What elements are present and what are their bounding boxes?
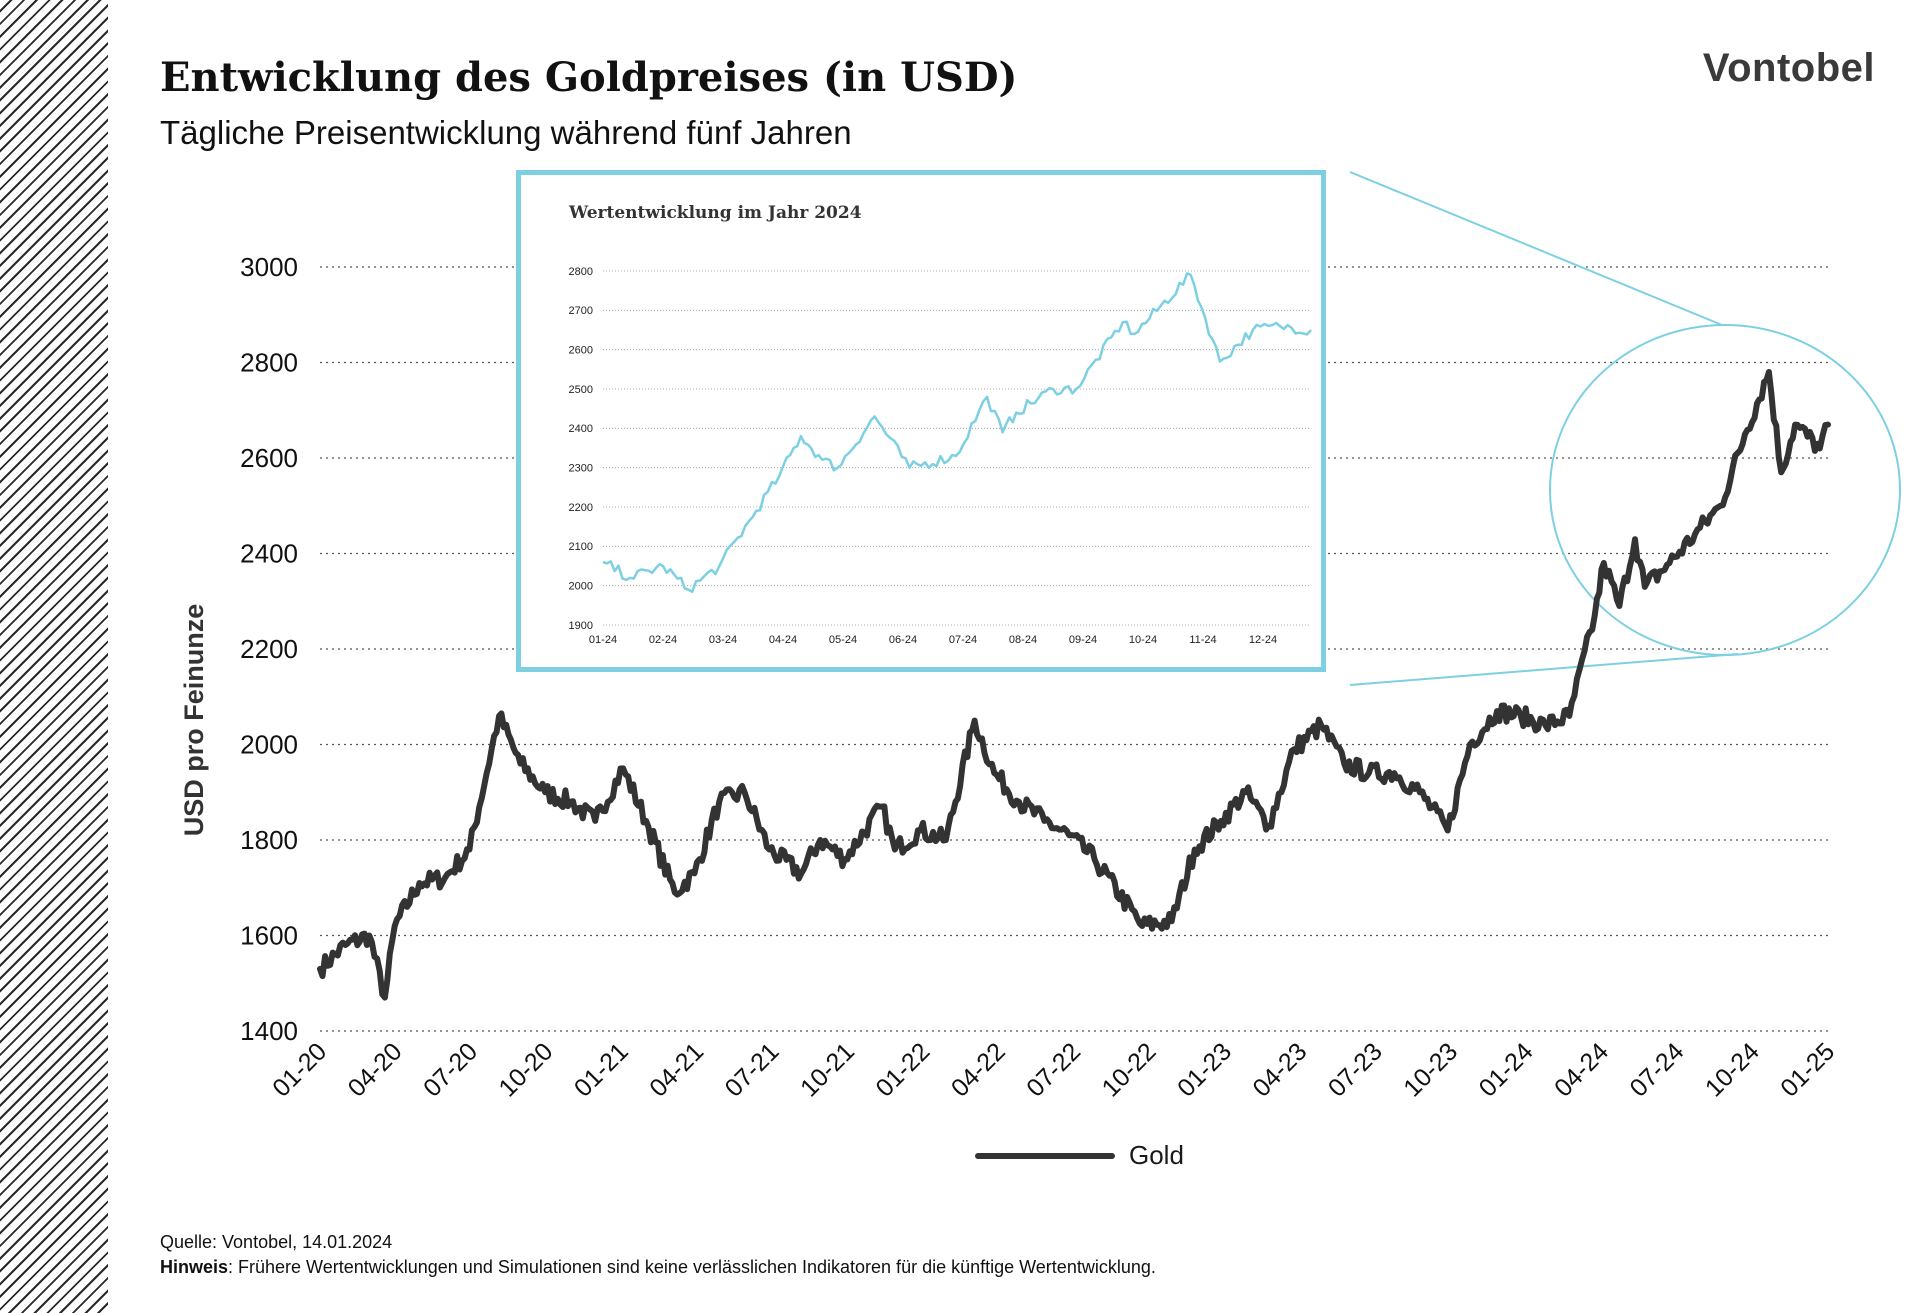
page-subtitle: Tägliche Preisentwicklung während fünf J… <box>160 114 852 151</box>
zoom-ellipse <box>1549 324 1901 656</box>
x-tick-label: 04-20 <box>343 1037 408 1102</box>
x-tick-label: 01-21 <box>569 1037 634 1102</box>
y-tick-label: 2400 <box>569 423 593 435</box>
inset-title: Wertentwicklung im Jahr 2024 <box>569 203 862 223</box>
x-tick-label: 04-21 <box>644 1037 709 1102</box>
y-tick-label: 2800 <box>569 266 593 278</box>
x-tick-label: 07-23 <box>1323 1037 1388 1102</box>
x-tick-label: 07-22 <box>1021 1037 1086 1102</box>
gold-series-line <box>317 369 1831 1001</box>
y-tick-label: 2400 <box>240 539 298 569</box>
y-tick-label: 2200 <box>240 634 298 664</box>
x-tick-label: 04-23 <box>1247 1037 1312 1102</box>
y-tick-label: 1400 <box>240 1016 298 1046</box>
x-tick-label: 04-24 <box>1549 1037 1614 1102</box>
zoom-line-bottom <box>1349 653 1739 686</box>
inset-chart: 1900 2000 2100 2200 2300 2400 2500 2600 2700 2800… <box>569 266 1312 646</box>
y-tick-label: 1800 <box>240 825 298 855</box>
main-y-tick-labels: 1400 1600 1800 2000 2200 2400 2600 2800 3000 <box>240 252 298 1046</box>
page-title: Entwicklung des Goldpreises (in USD) <box>160 54 1018 101</box>
x-tick-label: 09-24 <box>1069 634 1097 646</box>
y-axis-label: USD pro Feinunze <box>179 604 209 837</box>
y-tick-label: 3000 <box>240 252 298 282</box>
y-tick-label: 2600 <box>569 345 593 357</box>
inset-series-line <box>602 272 1312 594</box>
x-tick-label: 02-24 <box>649 634 677 646</box>
x-tick-label: 07-20 <box>418 1037 483 1102</box>
x-tick-label: 08-24 <box>1009 634 1037 646</box>
legend-label: Gold <box>1129 1140 1184 1170</box>
x-tick-label: 07-24 <box>1624 1037 1689 1102</box>
main-x-tick-labels: 01-20 04-20 07-20 10-20 01-21 04-21 07-21 10-21… <box>267 1037 1840 1102</box>
x-tick-label: 12-24 <box>1249 634 1277 646</box>
y-tick-label: 2500 <box>569 384 593 396</box>
y-tick-label: 2800 <box>240 348 298 378</box>
x-tick-label: 10-22 <box>1097 1037 1162 1102</box>
x-tick-label: 01-24 <box>589 634 617 646</box>
y-tick-label: 2300 <box>569 463 593 475</box>
y-tick-label: 2000 <box>569 581 593 593</box>
x-tick-label: 04-22 <box>946 1037 1011 1102</box>
zoom-line-top <box>1349 171 1723 326</box>
x-tick-label: 07-21 <box>720 1037 785 1102</box>
y-tick-label: 2000 <box>240 730 298 760</box>
zoom-connector <box>1349 171 1901 686</box>
disclaimer-text: : Frühere Wertentwicklungen und Simulati… <box>228 1257 1156 1277</box>
x-tick-label: 10-21 <box>795 1037 860 1102</box>
x-tick-label: 04-24 <box>769 634 797 646</box>
disclaimer: Hinweis: Frühere Wertentwicklungen und S… <box>160 1257 1156 1278</box>
source-note: Quelle: Vontobel, 14.01.2024 <box>160 1232 393 1252</box>
brand-logo: Vontobel <box>1702 46 1875 90</box>
x-tick-label: 01-23 <box>1172 1037 1237 1102</box>
legend: Gold <box>975 1140 1184 1171</box>
y-tick-label: 2200 <box>569 502 593 514</box>
x-tick-label: 10-24 <box>1129 634 1157 646</box>
x-tick-label: 11-24 <box>1189 634 1216 646</box>
x-tick-label: 01-20 <box>267 1037 332 1102</box>
inset-y-tick-labels: 1900 2000 2100 2200 2300 2400 2500 2600 2700 2800 <box>569 266 593 632</box>
x-tick-label: 10-20 <box>493 1037 558 1102</box>
disclaimer-label: Hinweis <box>160 1257 229 1277</box>
y-tick-label: 2600 <box>240 443 298 473</box>
y-tick-label: 2100 <box>569 541 593 553</box>
hatched-border <box>0 0 108 1313</box>
y-tick-label: 1600 <box>240 921 298 951</box>
x-tick-label: 03-24 <box>709 634 737 646</box>
legend-swatch <box>975 1152 1115 1159</box>
x-tick-label: 05-24 <box>829 634 857 646</box>
x-tick-label: 01-25 <box>1775 1037 1840 1102</box>
x-tick-label: 01-24 <box>1474 1037 1539 1102</box>
y-tick-label: 1900 <box>569 620 593 632</box>
inset-x-tick-labels: 01-24 02-24 03-24 04-24 05-24 06-24 07-24 08-24… <box>589 634 1277 646</box>
x-tick-label: 01-22 <box>870 1037 935 1102</box>
y-tick-label: 2700 <box>569 305 593 317</box>
x-tick-label: 07-24 <box>949 634 977 646</box>
x-tick-label: 10-24 <box>1700 1037 1765 1102</box>
inset-panel: Wertentwicklung im Jahr 2024 1900 2000 210… <box>516 170 1326 672</box>
x-tick-label: 10-23 <box>1398 1037 1463 1102</box>
x-tick-label: 06-24 <box>889 634 917 646</box>
inset-gridlines <box>603 270 1311 626</box>
